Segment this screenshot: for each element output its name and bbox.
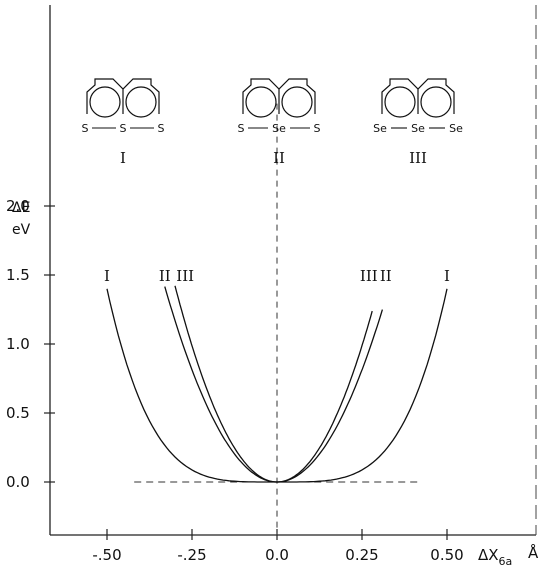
y-axis-unit: eV [12, 222, 31, 238]
y-tick-label-1: 0.5 [6, 404, 30, 422]
atom-se: Se [373, 122, 387, 135]
y-tick-label-4: 2.0 [6, 197, 30, 215]
structure-label: III [409, 149, 427, 167]
atom-s: S [314, 122, 321, 135]
atom-se: Se [411, 122, 425, 135]
aromatic-ring-left [89, 86, 121, 118]
curve-label-3: III [360, 267, 378, 285]
y-tick-label-0: 0.0 [6, 473, 30, 491]
curve-label-1: II [159, 267, 171, 285]
aromatic-ring-left [245, 86, 277, 118]
aromatic-ring-left [384, 86, 416, 118]
x-tick-label-1: -.25 [177, 546, 206, 564]
curve-label-5: I [444, 267, 450, 285]
curve-iii [174, 285, 373, 483]
x-tick-label-3: 0.25 [345, 546, 378, 564]
x-tick-label-2: 0.0 [265, 546, 289, 564]
x-tick-label-4: 0.50 [430, 546, 463, 564]
atom-s: S [158, 122, 165, 135]
atom-se: Se [272, 122, 286, 135]
y-axis-label: ΔE [12, 200, 30, 216]
aromatic-ring-right [125, 86, 157, 118]
structure-2: S Se S II [238, 78, 321, 167]
atom-s: S [238, 122, 245, 135]
structure-1: S S S I [82, 78, 165, 167]
curve-label-0: I [104, 267, 110, 285]
x-tick-label-0: -.50 [92, 546, 121, 564]
atom-s: S [82, 122, 89, 135]
atom-s: S [120, 122, 127, 135]
y-tick-label-2: 1.0 [6, 335, 30, 353]
aromatic-ring-right [281, 86, 313, 118]
aromatic-ring-right [420, 86, 452, 118]
structure-label: I [120, 149, 126, 167]
structure-label: II [273, 149, 285, 167]
curve-label-2: III [176, 267, 194, 285]
curve-ii [164, 286, 384, 483]
x-axis-label: ΔX6a [478, 546, 512, 565]
curve-label-4: II [380, 267, 392, 285]
atom-se: Se [449, 122, 463, 135]
y-tick-label-3: 1.5 [6, 266, 30, 284]
x-axis-unit: Å [528, 543, 539, 562]
structure-3: Se Se Se III [373, 78, 463, 167]
